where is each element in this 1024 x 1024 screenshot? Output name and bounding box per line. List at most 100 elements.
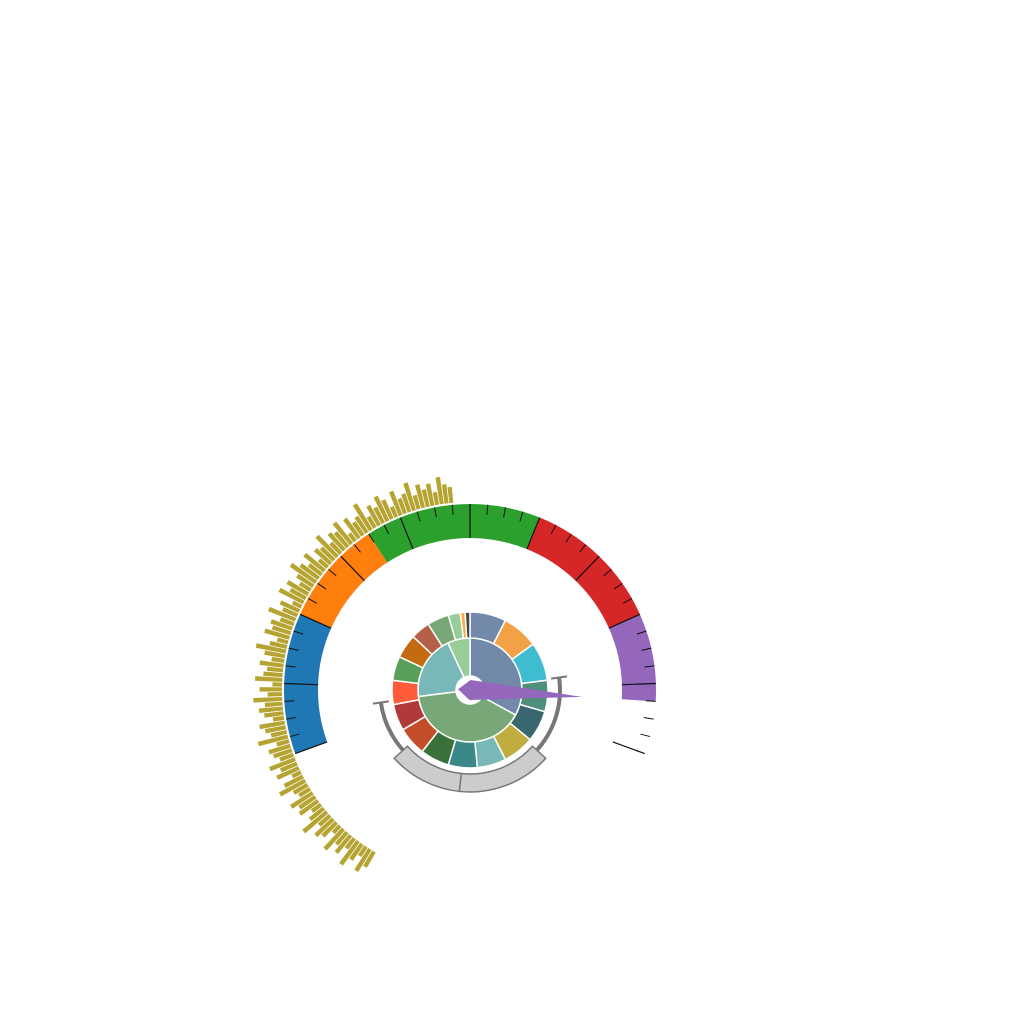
gauge-tick <box>603 568 612 577</box>
radial-bar <box>268 606 297 622</box>
gauge-tick <box>293 630 304 635</box>
radial-bar <box>286 580 310 596</box>
gauge-band <box>300 534 388 629</box>
radial-bar <box>352 521 365 537</box>
radial-bar <box>401 493 412 513</box>
sunburst-outer-wedge <box>464 611 471 639</box>
gauge-tick <box>645 700 656 702</box>
radial-bar <box>349 842 364 861</box>
radial-bar <box>283 774 304 788</box>
gauge-tick <box>565 533 572 543</box>
gauge-tick <box>640 733 651 738</box>
gauge-tick <box>550 524 557 535</box>
gauge-tick <box>434 507 437 518</box>
gauge-tick <box>526 517 541 550</box>
radial-bar <box>292 783 309 795</box>
radial-bar <box>278 778 307 797</box>
radial-bar <box>317 813 332 827</box>
radial-bar <box>373 495 390 522</box>
radial-bar <box>447 486 454 504</box>
radial-bar <box>435 476 444 505</box>
radial-bar <box>272 715 285 722</box>
gauge-tick <box>519 511 524 522</box>
radial-bar <box>357 845 368 858</box>
gauge-tick <box>317 582 327 590</box>
gauge-tick <box>288 647 299 651</box>
radial-bar <box>269 757 296 772</box>
radial-bar <box>315 534 339 559</box>
radial-bar <box>321 820 338 838</box>
gauge-tick <box>641 647 652 651</box>
radial-bar <box>352 503 373 532</box>
radial-bar <box>255 643 287 654</box>
gauge-needle-group <box>458 680 582 700</box>
gauge-tick <box>486 504 489 515</box>
radial-bar <box>381 499 394 520</box>
radial-bar <box>339 839 360 866</box>
radial-bar <box>389 505 399 518</box>
gauge-tick <box>644 665 655 668</box>
radial-bar <box>267 692 283 697</box>
gauge-tick <box>416 511 421 522</box>
radial-bar <box>334 833 353 854</box>
radial-bar <box>279 761 298 773</box>
radial-bar <box>259 660 284 668</box>
gauge-tick <box>399 517 414 550</box>
gauge-tick <box>328 568 337 577</box>
radial-bar <box>317 558 329 569</box>
radial-bar <box>276 766 300 780</box>
radial-bar <box>259 720 286 730</box>
radial-bar <box>298 581 312 592</box>
sunburst <box>391 611 549 769</box>
bracket-cap <box>551 675 568 680</box>
radial-bar <box>344 836 356 850</box>
radial-bar <box>363 850 376 868</box>
radial-bar <box>310 802 323 814</box>
radial-bar <box>334 830 349 846</box>
radial-bar <box>278 587 305 605</box>
radial-bar <box>332 521 354 546</box>
gauge-tick <box>307 597 318 604</box>
radial-bar <box>258 706 284 714</box>
gauge-tick <box>579 544 587 553</box>
radial-bar <box>343 517 361 540</box>
gauge-tick <box>299 613 332 629</box>
radial-bar <box>281 607 299 618</box>
radial-bar <box>403 482 416 512</box>
radial-bar <box>298 799 320 816</box>
gauge-tick <box>295 741 328 755</box>
radial-bar-series <box>253 476 454 872</box>
sunburst-bracket <box>372 675 568 793</box>
gauge-tick <box>285 665 296 668</box>
gauge-tick <box>643 717 654 720</box>
radial-bar <box>307 563 323 577</box>
radial-bar <box>425 483 435 507</box>
gauge-tick <box>503 507 506 518</box>
radial-bar <box>354 848 372 872</box>
radial-bar <box>269 640 288 649</box>
bracket-cap <box>372 700 389 705</box>
sunburst-outer-wedge <box>391 679 420 706</box>
gauge-tick <box>383 524 390 535</box>
radial-bar <box>271 625 292 636</box>
radial-bar <box>296 573 315 588</box>
radial-bar <box>373 506 386 525</box>
gauge-tick <box>353 544 361 553</box>
radial-bar <box>333 531 350 549</box>
gauge-tick <box>608 613 641 629</box>
gauge-tick <box>621 682 656 686</box>
radial-bar <box>264 725 287 734</box>
radial-bar <box>264 711 284 718</box>
radial-bar <box>270 619 293 631</box>
gauge-tick <box>575 555 600 582</box>
radial-bar <box>308 806 326 822</box>
radial-bar <box>389 490 403 517</box>
gauge-tick <box>289 733 300 738</box>
gauge-tick <box>613 582 623 590</box>
radial-bar <box>279 617 295 627</box>
radial-bar <box>273 748 293 759</box>
radial-bar <box>264 701 283 708</box>
radial-bar <box>270 729 288 738</box>
gauge-tick <box>622 597 633 604</box>
